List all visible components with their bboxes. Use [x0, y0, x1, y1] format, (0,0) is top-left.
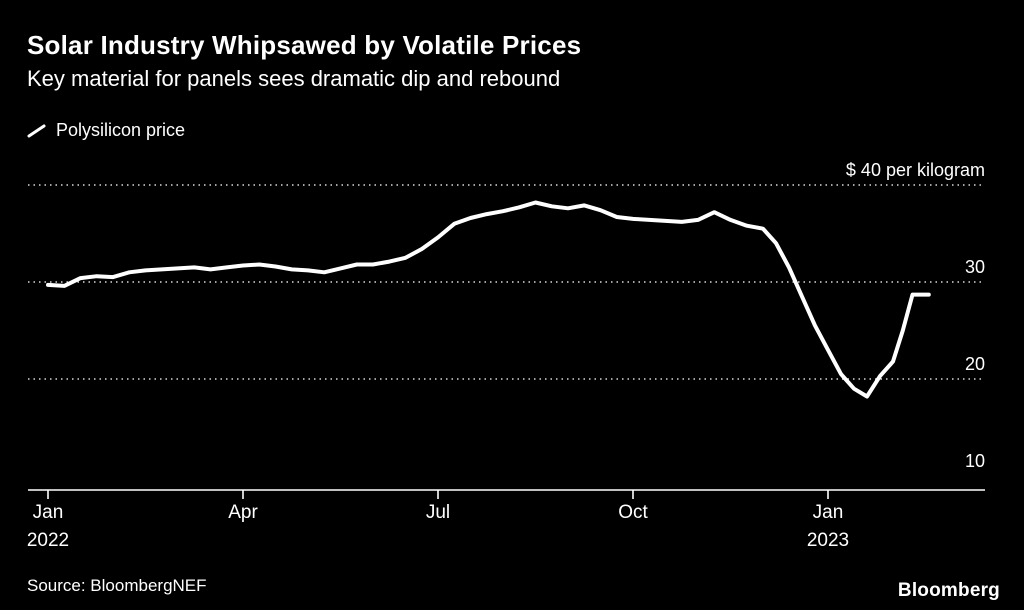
- bloomberg-logo: Bloomberg: [897, 580, 1000, 601]
- y-tick-label-20: 20: [965, 354, 985, 374]
- polysilicon-price-line: [46, 200, 931, 399]
- x-tick-sublabel-12: 2023: [807, 530, 849, 551]
- legend: Polysilicon price: [27, 120, 185, 141]
- y-tick-label-30: 30: [965, 257, 985, 277]
- legend-label: Polysilicon price: [56, 120, 186, 140]
- line-series-marker-icon: [27, 123, 47, 139]
- x-tick-label-3: Apr: [228, 502, 258, 523]
- source-credit: Source: BloombergNEF: [27, 576, 207, 595]
- x-tick-label-6: Jul: [426, 502, 450, 523]
- x-tick-sublabel-0: 2022: [27, 530, 69, 551]
- y-tick-label-10: 10: [965, 451, 985, 471]
- chart-subtitle: Key material for panels sees dramatic di…: [27, 66, 561, 91]
- y-tick-label-40: $ 40 per kilogram: [846, 160, 985, 180]
- x-tick-label-0: Jan: [33, 502, 64, 523]
- chart-title: Solar Industry Whipsawed by Volatile Pri…: [27, 30, 582, 60]
- x-tick-label-12: Jan: [813, 502, 844, 523]
- x-tick-label-9: Oct: [618, 502, 648, 523]
